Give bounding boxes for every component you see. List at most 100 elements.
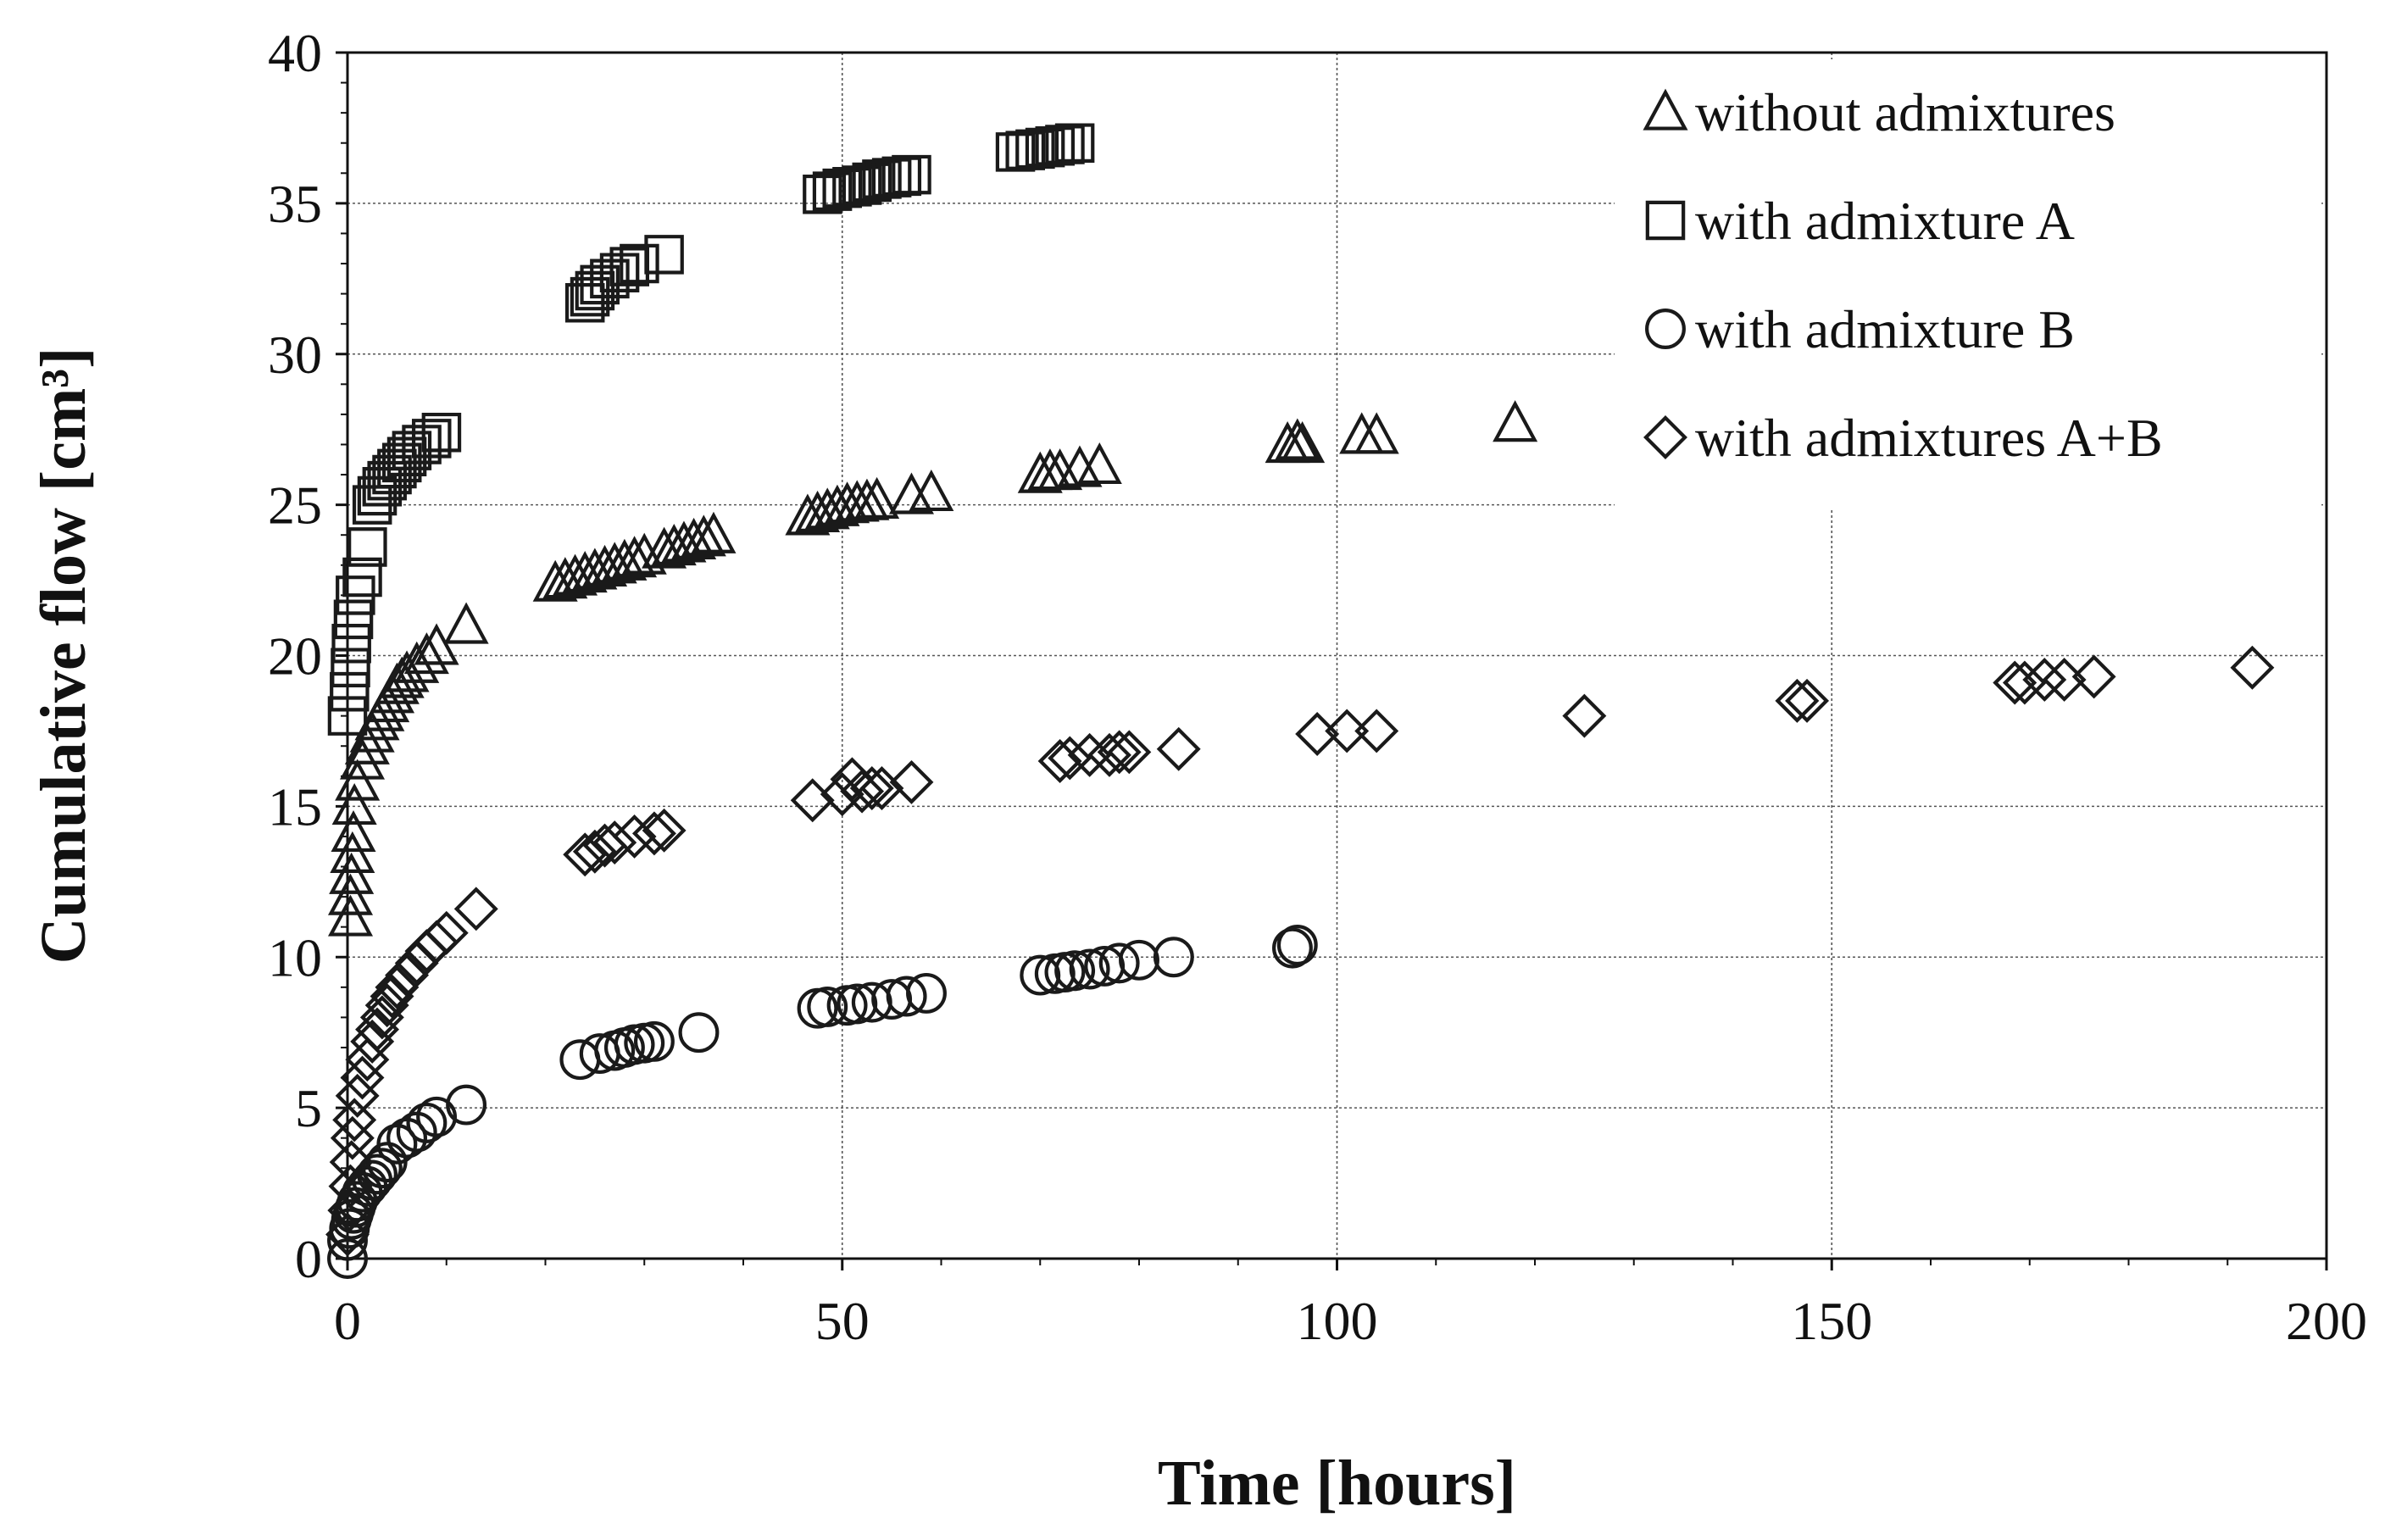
data-point-diamond [563,832,608,877]
data-point-square [330,671,370,712]
data-point-diamond [1087,732,1131,777]
data-point-diamond [631,811,676,856]
data-point-diamond [840,769,885,814]
data-point-triangle [331,809,376,853]
data-point-square [411,419,452,459]
y-tick-label: 30 [268,325,322,385]
data-point-diamond [889,759,934,804]
data-point-diamond [385,953,430,998]
data-point-diamond [1775,678,1820,723]
data-point-triangle [572,548,618,590]
data-point-circle [1044,952,1086,992]
data-point-circle [396,1111,437,1153]
data-point-circle [614,1024,655,1065]
legend: without admixtures with admixture A with… [1615,59,2321,510]
x-tick-label: 150 [1791,1291,1872,1351]
data-point-triangle [651,524,697,566]
legend-label: with admixture A [1695,191,2075,251]
x-tick-label: 100 [1297,1291,1378,1351]
x-tick-label: 50 [815,1291,870,1351]
data-point-triangle [909,469,954,512]
data-point-diamond [325,1212,370,1257]
data-point-diamond [1156,726,1201,771]
x-tick-label: 0 [334,1291,361,1351]
data-point-diamond [1325,709,1370,753]
y-tick-label: 10 [268,927,322,987]
y-tick-label: 40 [268,23,322,83]
data-point-circle [603,1027,645,1068]
data-point-square [372,454,412,495]
data-point-diamond [592,820,637,865]
data-point-diamond [1562,693,1607,738]
data-point-circle [633,1020,675,1062]
series-square [327,123,1095,736]
data-point-diamond [330,1115,375,1160]
data-point-triangle [532,559,578,602]
legend-square-icon [1645,200,1686,241]
data-point-square [842,165,882,205]
data-point-diamond [1107,730,1152,775]
data-point-circle [1020,954,1061,996]
data-point-diamond [642,808,687,853]
axis-ticks: 0 5 10 15 20 25 30 35 40 0 50 100 150 200 [268,23,2367,1351]
data-point-square [402,425,442,464]
data-point-circle [807,987,848,1027]
data-point-square [609,247,649,286]
data-point-diamond [327,1188,372,1233]
legend-item-with-admixtures-a-b: with admixtures A+B [1643,408,2163,468]
data-point-circle [1054,950,1096,992]
legend-circle-icon [1645,309,1686,349]
y-tick-label: 0 [295,1229,322,1289]
data-point-square [342,557,382,598]
data-point-diamond [572,829,617,874]
data-point-triangle [331,782,377,826]
data-point-triangle [795,490,841,532]
data-point-square [381,442,422,483]
data-point-triangle [671,517,717,559]
data-point-circle [906,972,947,1014]
data-point-triangle [327,894,374,937]
data-point-square [803,174,842,214]
data-point-diamond [2022,657,2067,702]
data-point-triangle [1493,400,1538,442]
data-point-triangle [553,553,598,596]
series-diamond [325,645,2275,1257]
data-point-triangle [1076,442,1122,485]
data-point-diamond [453,887,498,931]
data-point-circle [1276,925,1318,965]
data-point-triangle [621,532,667,575]
data-point-square [892,154,931,195]
data-point-circle [416,1096,458,1137]
data-point-diamond [2230,645,2275,690]
x-tick-label: 200 [2286,1291,2367,1351]
data-point-square [599,253,640,292]
legend-item-with-admixture-a: with admixture A [1645,191,2075,251]
y-axis-title: Cumulative flow [cm³] [28,347,99,965]
data-point-circle [406,1102,448,1143]
data-point-diamond [1048,736,1092,781]
data-point-diamond [414,920,459,965]
legend-label: without admixtures [1695,82,2115,142]
data-point-triangle [403,632,449,675]
legend-item-without-admixtures: without admixtures [1643,82,2115,142]
legend-item-with-admixture-b: with admixture B [1645,299,2075,359]
data-point-triangle [1280,421,1326,464]
data-point-circle [797,987,838,1029]
data-point-circle [376,1123,418,1165]
data-point-square [644,235,684,275]
data-point-triangle [1354,412,1399,454]
data-point-diamond [849,766,894,810]
data-point-triangle [602,538,648,581]
data-point-circle [386,1117,428,1159]
data-point-diamond [424,910,469,955]
data-point-circle [1119,939,1159,981]
y-tick-label: 35 [268,174,322,234]
data-point-diamond [2002,660,2047,705]
y-tick-label: 15 [268,776,322,837]
data-point-square [812,171,853,211]
data-point-triangle [804,487,850,530]
data-point-square [331,648,370,687]
data-point-diamond [1097,730,1142,775]
data-point-diamond [1785,678,1830,723]
